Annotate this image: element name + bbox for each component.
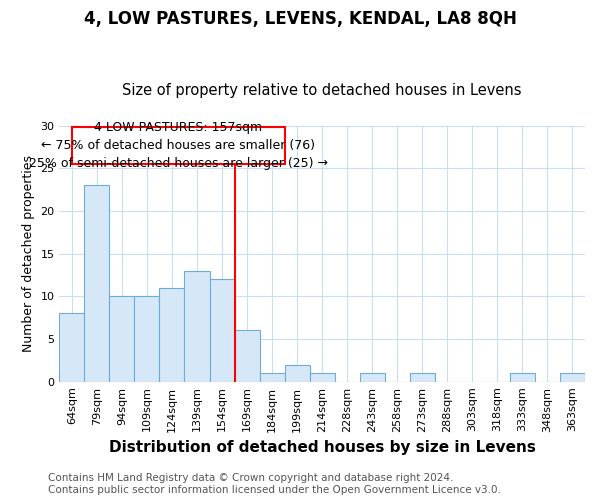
Text: 4, LOW PASTURES, LEVENS, KENDAL, LA8 8QH: 4, LOW PASTURES, LEVENS, KENDAL, LA8 8QH <box>83 10 517 28</box>
Bar <box>410 373 435 382</box>
Bar <box>310 373 335 382</box>
Bar <box>109 296 134 382</box>
Bar <box>59 314 85 382</box>
Bar <box>360 373 385 382</box>
Bar <box>209 279 235 382</box>
Text: Contains HM Land Registry data © Crown copyright and database right 2024.
Contai: Contains HM Land Registry data © Crown c… <box>48 474 501 495</box>
Y-axis label: Number of detached properties: Number of detached properties <box>22 155 35 352</box>
Text: 4 LOW PASTURES: 157sqm
← 75% of detached houses are smaller (76)
25% of semi-det: 4 LOW PASTURES: 157sqm ← 75% of detached… <box>29 121 328 170</box>
Bar <box>85 186 109 382</box>
Bar <box>134 296 160 382</box>
X-axis label: Distribution of detached houses by size in Levens: Distribution of detached houses by size … <box>109 440 536 455</box>
Bar <box>160 288 184 382</box>
Bar <box>260 373 284 382</box>
Bar <box>184 270 209 382</box>
Bar <box>284 364 310 382</box>
Bar <box>235 330 260 382</box>
Title: Size of property relative to detached houses in Levens: Size of property relative to detached ho… <box>122 83 522 98</box>
Bar <box>510 373 535 382</box>
Bar <box>72 128 284 164</box>
Bar <box>560 373 585 382</box>
